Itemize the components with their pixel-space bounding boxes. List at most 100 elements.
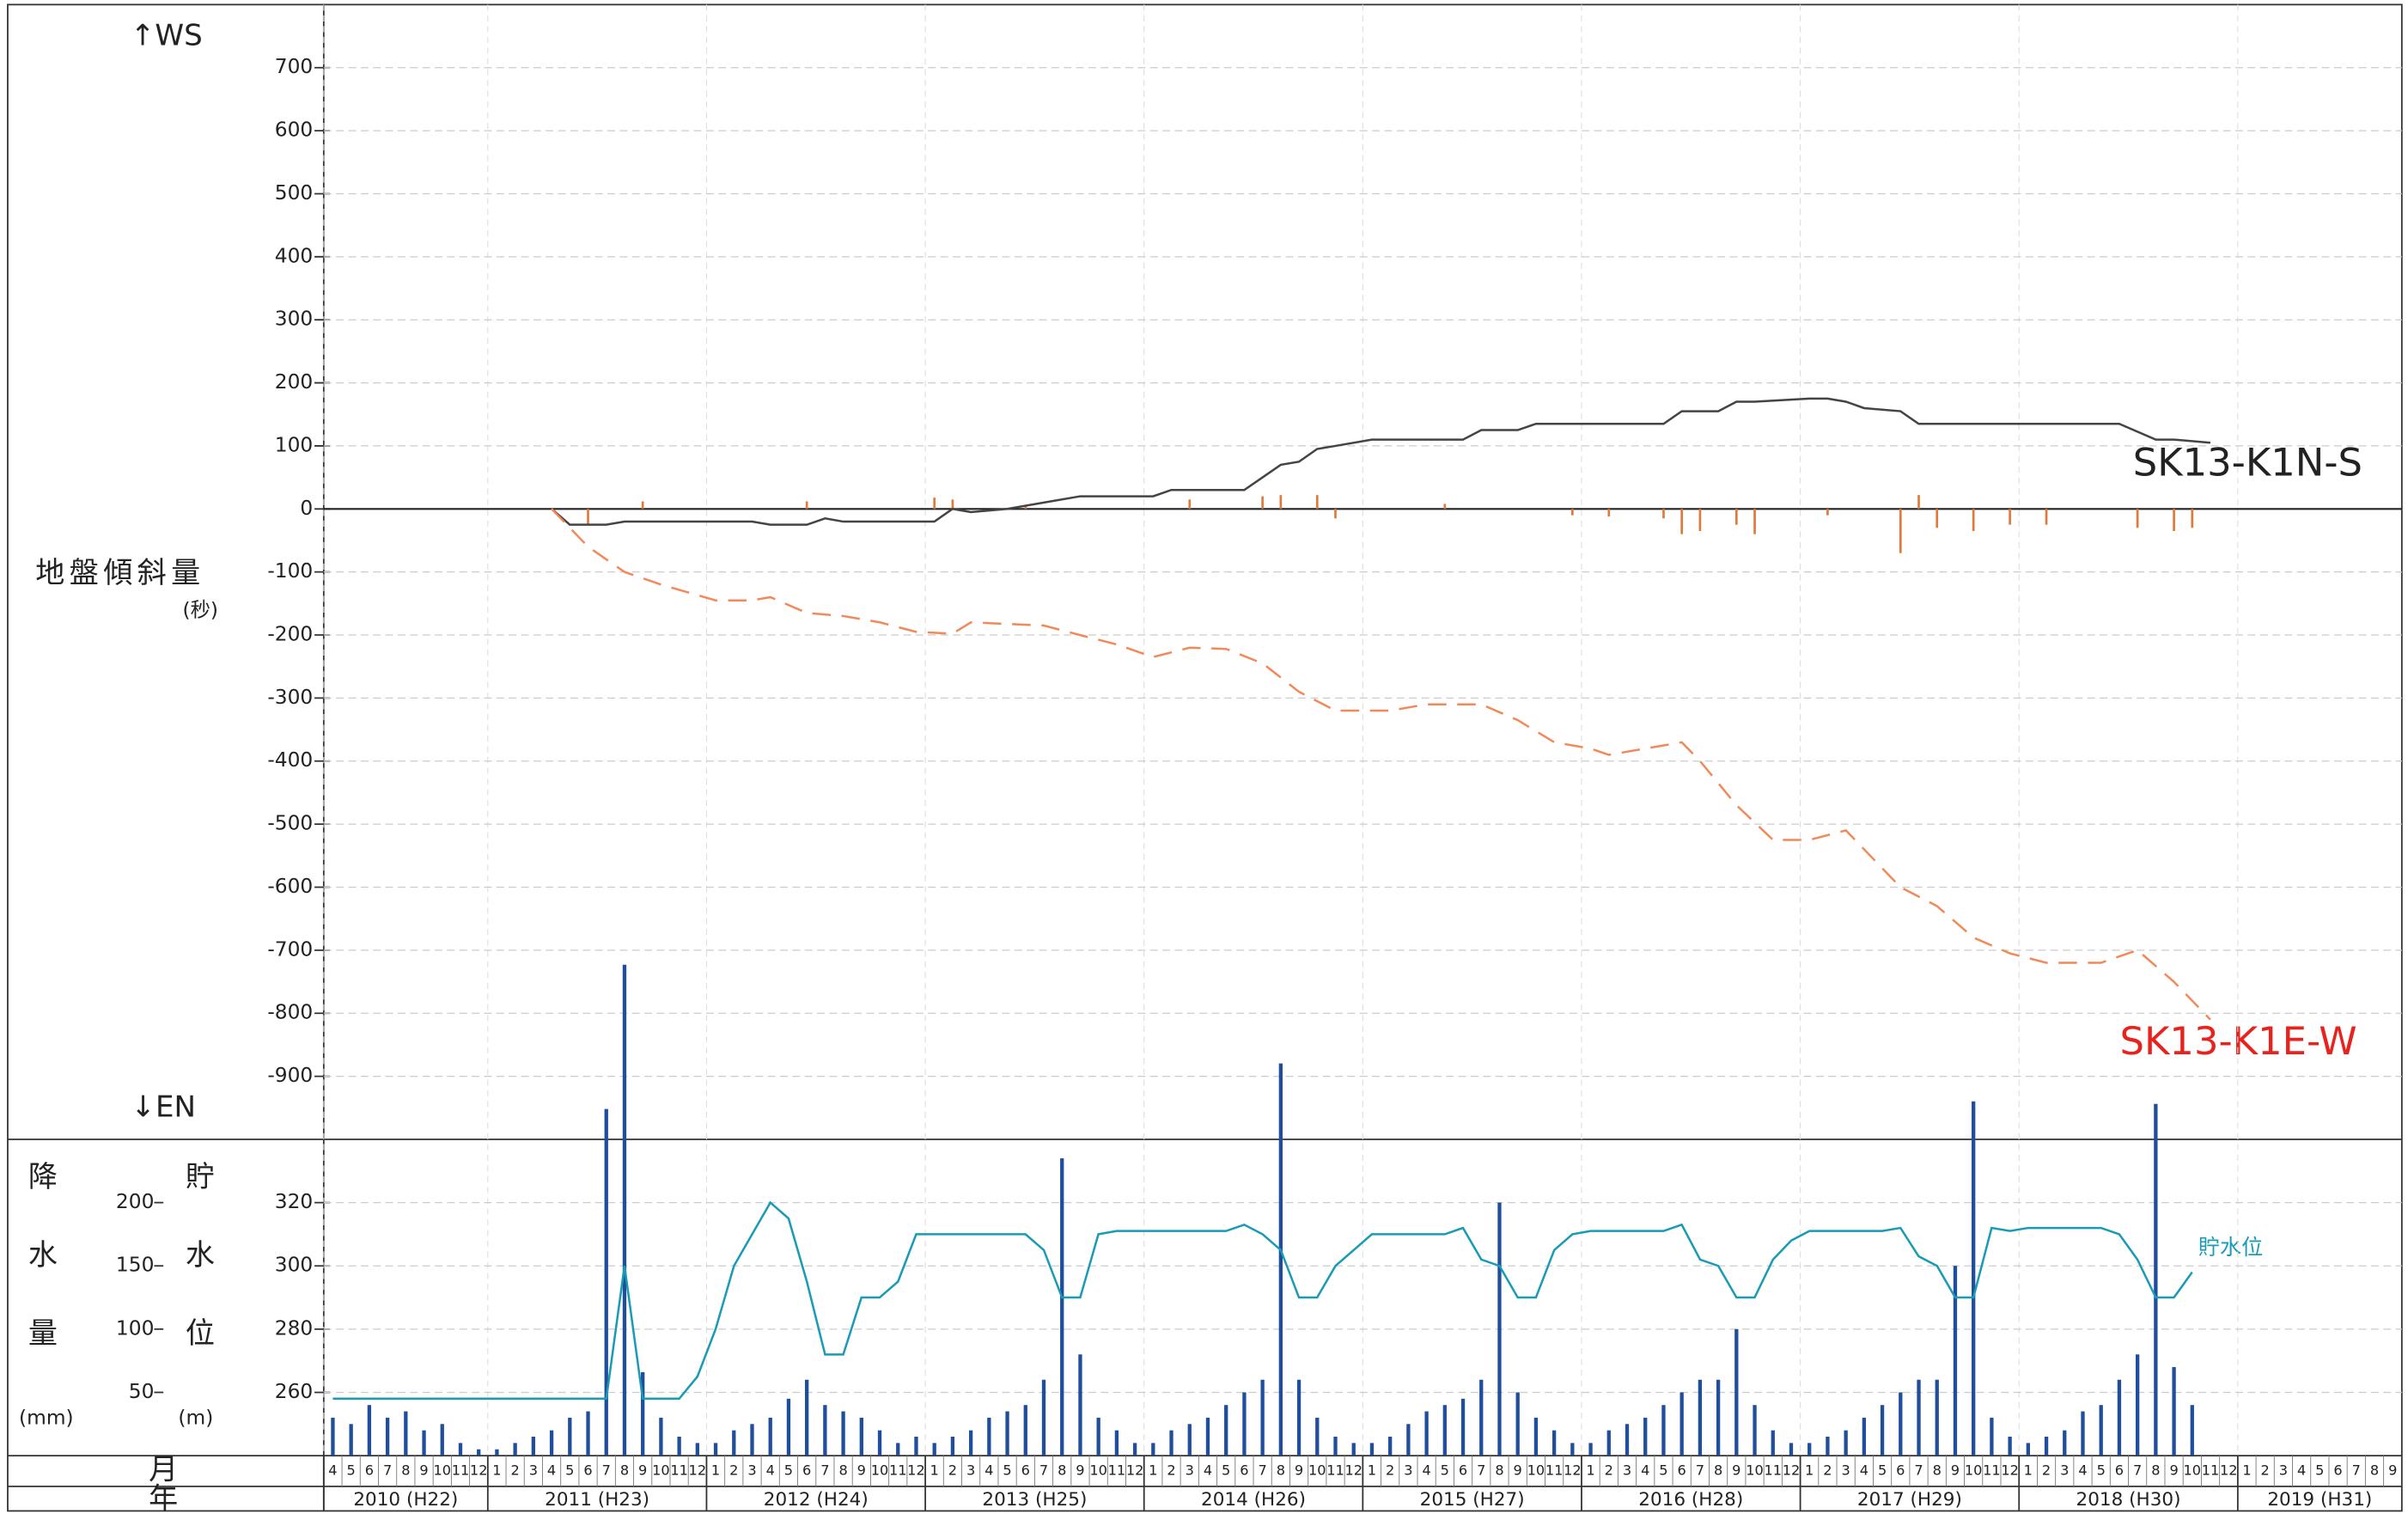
month-label: 8 <box>1277 1462 1285 1478</box>
y-tick-label: -200 <box>267 623 313 646</box>
rain-bar <box>1844 1430 1848 1456</box>
rain-bar <box>1369 1443 1375 1456</box>
y-tick-label: -700 <box>267 937 313 961</box>
y-tick-label: -900 <box>267 1064 313 1087</box>
month-label: 2 <box>2042 1462 2051 1478</box>
month-label: 7 <box>383 1462 392 1478</box>
month-label: 1 <box>2024 1462 2033 1478</box>
rain-bar <box>1132 1443 1137 1456</box>
rain-bar <box>968 1430 973 1456</box>
month-label: 5 <box>2097 1462 2106 1478</box>
month-label: 12 <box>2220 1462 2238 1478</box>
series-line <box>551 397 2211 526</box>
month-label: 5 <box>565 1462 574 1478</box>
rain-bar <box>841 1411 845 1456</box>
rain-bar <box>1880 1405 1885 1456</box>
month-label: 6 <box>1240 1462 1248 1478</box>
month-label: 2 <box>729 1462 738 1478</box>
month-label: 11 <box>452 1462 470 1478</box>
rain-bar <box>604 1108 608 1456</box>
rain-bar <box>495 1449 499 1456</box>
rain-bar <box>804 1379 809 1456</box>
year-row-label: 年 <box>149 1481 178 1514</box>
month-label: 1 <box>711 1462 720 1478</box>
rain-bar <box>641 1371 645 1456</box>
month-label: 10 <box>1089 1462 1107 1478</box>
month-label: 5 <box>1878 1462 1887 1478</box>
month-label: 9 <box>1295 1462 1303 1478</box>
y-axis-title: 地盤傾斜量 <box>35 556 204 590</box>
rain-bar <box>768 1417 772 1456</box>
y-tick-label: 200 <box>116 1190 155 1213</box>
month-label: 7 <box>2133 1462 2142 1478</box>
rain-bar <box>732 1430 736 1456</box>
month-label: 3 <box>1623 1462 1631 1478</box>
rain-bar <box>859 1417 863 1456</box>
month-label: 10 <box>1527 1462 1545 1478</box>
month-label: 3 <box>2279 1462 2288 1478</box>
rain-bar <box>1990 1417 1994 1456</box>
rain-bar <box>1187 1424 1192 1456</box>
rain-bar <box>1406 1424 1411 1456</box>
rain-bar <box>1716 1379 1721 1456</box>
month-label: 2 <box>1605 1462 1613 1478</box>
y-tick-label: -600 <box>267 875 313 898</box>
month-label: 12 <box>689 1462 707 1478</box>
bottom-label: ↓EN <box>131 1090 196 1125</box>
month-label: 1 <box>2242 1462 2251 1478</box>
y-tick-label: -100 <box>267 559 313 583</box>
month-label: 8 <box>401 1462 410 1478</box>
month-label: 3 <box>966 1462 975 1478</box>
month-label: 6 <box>1021 1462 1030 1478</box>
rain-bar <box>622 964 627 1456</box>
month-label: 10 <box>1965 1462 1983 1478</box>
month-label: 6 <box>1896 1462 1905 1478</box>
y-tick-label: 150 <box>116 1254 155 1277</box>
month-label: 4 <box>766 1462 775 1478</box>
rain-bar <box>1442 1405 1447 1456</box>
rain-bar <box>1114 1430 1119 1456</box>
rain-bar <box>1935 1379 1939 1456</box>
rain-bar <box>2154 1103 2158 1456</box>
rain-bar <box>1899 1392 1903 1456</box>
year-label: 2011 (H23) <box>545 1489 649 1511</box>
rain-bar <box>1260 1379 1265 1456</box>
month-label: 6 <box>365 1462 374 1478</box>
rain-bar <box>1005 1411 1009 1456</box>
y2-tick-label: 280 <box>275 1316 314 1340</box>
month-label: 12 <box>1126 1462 1144 1478</box>
month-label: 2 <box>2261 1462 2270 1478</box>
month-label: 6 <box>583 1462 592 1478</box>
month-label: 2 <box>1167 1462 1175 1478</box>
month-label: 11 <box>2202 1462 2220 1478</box>
y-tick-label: 0 <box>300 497 313 520</box>
month-label: 1 <box>1149 1462 1157 1478</box>
rain-bar <box>1917 1379 1921 1456</box>
rain-bar <box>1497 1202 1502 1456</box>
year-label: 2010 (H22) <box>353 1489 458 1511</box>
y-tick-label: -400 <box>267 748 313 772</box>
month-label: 6 <box>2333 1462 2342 1478</box>
rain-bar <box>786 1398 791 1456</box>
series-label: SK13-K1E-W <box>2120 1018 2357 1064</box>
month-label: 1 <box>1368 1462 1376 1478</box>
y-axis-title: 降水量 <box>22 1161 57 1395</box>
rain-bar <box>1460 1398 1466 1456</box>
series-label: SK13-K1N-S <box>2133 440 2362 485</box>
rain-bar <box>2117 1379 2122 1456</box>
month-label: 4 <box>2078 1462 2087 1478</box>
rain-bar <box>1023 1405 1027 1456</box>
month-label: 7 <box>1696 1462 1704 1478</box>
rain-bar <box>1625 1424 1630 1456</box>
rain-bar <box>1862 1417 1867 1456</box>
rain-bar <box>385 1417 390 1456</box>
month-label: 8 <box>620 1462 629 1478</box>
rain-bar <box>422 1430 426 1456</box>
rain-bar <box>914 1437 918 1456</box>
year-label: 2017 (H29) <box>1857 1489 1962 1511</box>
month-label: 7 <box>820 1462 829 1478</box>
rain-bar <box>1789 1443 1794 1456</box>
month-label: 4 <box>1422 1462 1430 1478</box>
year-label: 2013 (H25) <box>982 1489 1087 1511</box>
